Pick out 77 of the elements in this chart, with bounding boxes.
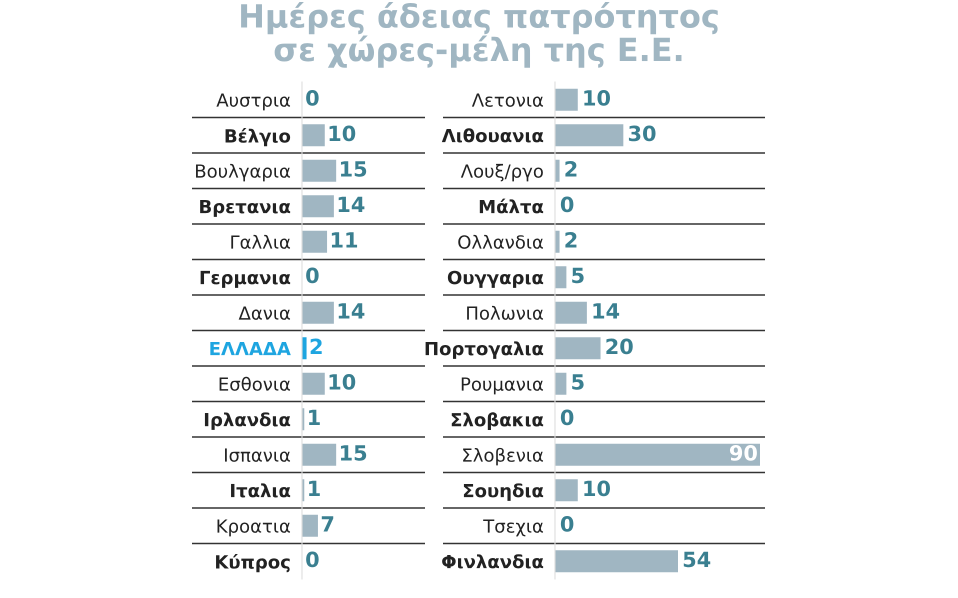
data-label: 0 bbox=[560, 196, 574, 212]
text: Ημέρες άδειας πατρότητος σε χώρες-μέλη της Ε.Ε. bbox=[241, 2, 718, 68]
y-tick-label: Ουγγαρια bbox=[448, 270, 544, 288]
data-label: 11 bbox=[332, 232, 358, 248]
y-tick-label: Σλοβενια bbox=[463, 448, 544, 466]
y-tick-label: Λουξ/ργο bbox=[460, 164, 543, 182]
bar bbox=[555, 230, 560, 253]
bar bbox=[302, 124, 325, 146]
data-label: 2 bbox=[565, 161, 576, 176]
y-tick-label: Πολωνια bbox=[467, 306, 544, 320]
y-tick-label: Ισπανια bbox=[225, 448, 290, 462]
y-tick-label: Γαλλια bbox=[231, 234, 290, 249]
data-label: 20 bbox=[606, 338, 633, 354]
bar bbox=[302, 337, 307, 360]
data-label: 2 bbox=[310, 338, 322, 354]
y-tick-label: Ρουμανια bbox=[462, 377, 544, 394]
data-label: 30 bbox=[628, 126, 656, 142]
y-tick-label: ΕΛΛΑΔΑ bbox=[210, 342, 291, 356]
data-label: 0 bbox=[560, 516, 574, 532]
bar bbox=[302, 302, 334, 324]
data-label: 14 bbox=[593, 303, 620, 318]
y-tick-label: Κύπρος bbox=[216, 554, 290, 572]
data-label: 5 bbox=[572, 374, 584, 390]
data-label: 14 bbox=[338, 196, 364, 212]
y-tick-label: Σουηδια bbox=[464, 483, 544, 501]
bar bbox=[555, 160, 560, 182]
data-label: 1 bbox=[309, 480, 320, 496]
data-label: 54 bbox=[684, 552, 710, 568]
data-label: 5 bbox=[572, 268, 584, 284]
y-tick-label: Ιρλανδια bbox=[204, 412, 290, 430]
bar bbox=[302, 195, 334, 218]
bar bbox=[555, 302, 587, 324]
bar bbox=[555, 444, 760, 466]
bar bbox=[555, 337, 601, 360]
y-tick-label: Δανια bbox=[238, 306, 290, 320]
data-label: 15 bbox=[340, 161, 366, 177]
bar bbox=[555, 88, 578, 111]
y-tick-label: Βέλγιο bbox=[226, 128, 290, 146]
y-tick-label: Σλοβακια bbox=[452, 412, 544, 430]
data-label: 10 bbox=[584, 480, 610, 496]
data-label: 2 bbox=[565, 232, 576, 248]
y-tick-label: Πορτογαλια bbox=[426, 341, 544, 359]
y-tick-label: Μάλτα bbox=[480, 198, 544, 214]
data-label: 10 bbox=[584, 90, 610, 106]
y-tick-label: Εσθονια bbox=[220, 376, 290, 391]
bar bbox=[555, 550, 678, 572]
bar bbox=[555, 479, 578, 502]
data-label: 10 bbox=[330, 126, 356, 142]
bar bbox=[302, 444, 336, 466]
bar bbox=[302, 372, 325, 395]
y-tick-label: Τσεχια bbox=[483, 519, 544, 536]
y-tick-label: Ιταλια bbox=[231, 483, 290, 498]
data-label: 14 bbox=[338, 303, 364, 318]
bar bbox=[555, 124, 624, 146]
y-tick-label: Φινλανδια bbox=[442, 554, 544, 568]
bar bbox=[302, 160, 336, 182]
data-label: 15 bbox=[340, 445, 366, 461]
y-tick-label: Γερμανια bbox=[200, 270, 290, 288]
data-label: 0 bbox=[560, 410, 574, 426]
y-tick-label: Λετονια bbox=[472, 93, 544, 107]
y-tick-label: Ολλανδια bbox=[458, 234, 544, 249]
data-label: 0 bbox=[306, 268, 319, 284]
data-label: 0 bbox=[306, 552, 319, 568]
y-tick-label: Λιθουανια bbox=[442, 128, 544, 142]
bar bbox=[302, 514, 318, 537]
data-label: 7 bbox=[322, 516, 334, 532]
y-tick-label: Βουλγαρια bbox=[196, 164, 290, 182]
y-tick-label: Κροατια bbox=[218, 519, 290, 536]
bar bbox=[555, 372, 566, 395]
data-label: 90 bbox=[730, 445, 757, 461]
data-label: 1 bbox=[309, 410, 320, 425]
y-tick-label: Βρετανια bbox=[200, 200, 290, 217]
bar bbox=[302, 230, 328, 253]
data-label: 10 bbox=[330, 374, 356, 390]
y-tick-label: Αυστρια bbox=[216, 93, 290, 110]
data-label: 0 bbox=[306, 90, 319, 106]
bar bbox=[555, 266, 566, 288]
